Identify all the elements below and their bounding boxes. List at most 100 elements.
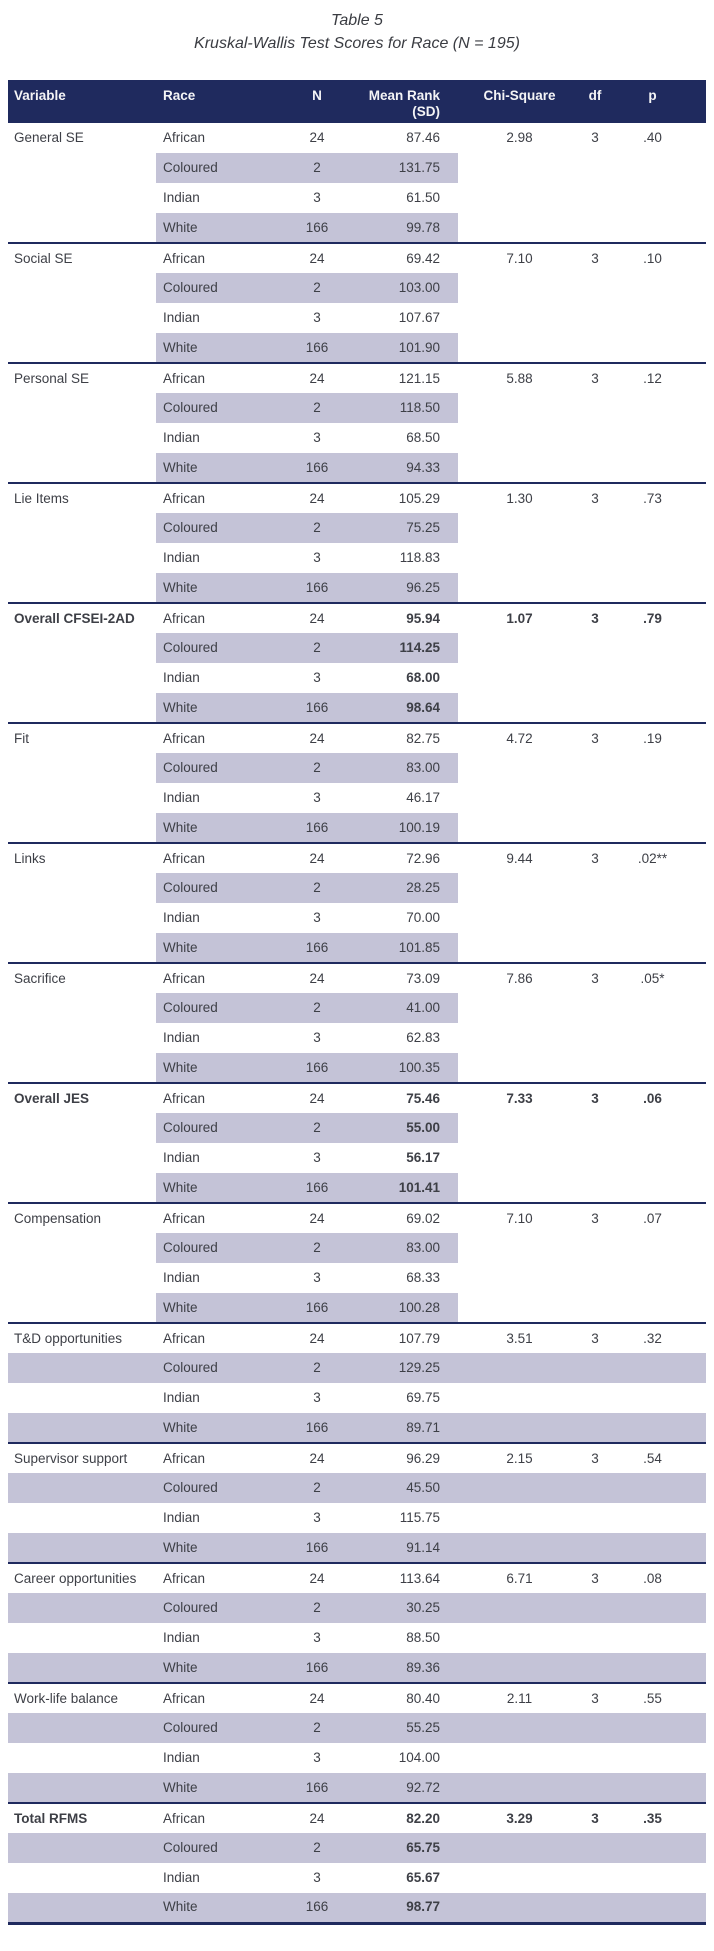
- variable-cell: [8, 1623, 156, 1653]
- variable-cell: [8, 783, 156, 813]
- race-cell: Indian: [163, 910, 200, 925]
- variable-cell: [8, 1023, 156, 1053]
- race-cell: Coloured: [156, 513, 266, 543]
- df-cell: 3: [591, 850, 599, 866]
- race-cell: African: [163, 850, 206, 866]
- df-cell: [567, 513, 623, 543]
- chi-square-cell: 7.86: [506, 970, 533, 986]
- race-cell: Indian: [163, 1030, 200, 1045]
- chi-square-cell: [458, 1113, 567, 1143]
- table-row: Coloured 2 65.75: [8, 1833, 706, 1863]
- df-cell: [567, 1863, 623, 1893]
- p-cell: [623, 543, 706, 573]
- mean-rank-cell: 107.67: [398, 310, 440, 325]
- race-cell: African: [163, 1450, 206, 1466]
- n-cell: 3: [313, 790, 321, 805]
- variable-cell: [8, 1143, 156, 1173]
- chi-square-cell: [458, 1533, 567, 1564]
- table-row: Indian 3 61.50: [8, 183, 706, 213]
- df-cell: [567, 1743, 623, 1773]
- df-cell: [567, 1503, 623, 1533]
- table-row: Supervisor support African 24 96.29 2.15 3 .54: [8, 1443, 706, 1473]
- race-cell: White: [156, 1293, 266, 1324]
- p-cell: [623, 1833, 706, 1863]
- mean-rank-cell: 55.00: [338, 1113, 458, 1143]
- race-cell: Coloured: [156, 1473, 266, 1503]
- variable-cell: Career opportunities: [14, 1570, 137, 1586]
- p-cell: .12: [643, 370, 662, 386]
- p-cell: [623, 1383, 706, 1413]
- chi-square-cell: [458, 1623, 567, 1653]
- table-caption: Kruskal-Wallis Test Scores for Race (N =…: [194, 35, 520, 52]
- n-cell: 2: [266, 393, 338, 423]
- table-row: Social SE African 24 69.42 7.10 3 .10: [8, 243, 706, 273]
- variable-cell: [8, 1863, 156, 1893]
- chi-square-cell: [458, 1233, 567, 1263]
- chi-square-cell: [458, 303, 567, 333]
- n-cell: 2: [266, 1233, 338, 1263]
- variable-cell: Fit: [14, 730, 29, 746]
- table-container: Variable Race N Mean Rank (SD) Chi-Squar…: [8, 80, 706, 1925]
- n-cell: 2: [266, 993, 338, 1023]
- table-row: Coloured 2 28.25: [8, 873, 706, 903]
- race-cell: African: [163, 1570, 206, 1586]
- n-cell: 166: [266, 453, 338, 484]
- chi-square-cell: [458, 1413, 567, 1444]
- mean-rank-cell: 56.17: [406, 1150, 440, 1165]
- variable-cell: [8, 813, 156, 844]
- mean-rank-cell: 105.29: [398, 490, 440, 506]
- df-cell: 3: [591, 610, 599, 626]
- race-cell: Coloured: [156, 753, 266, 783]
- table-header: Variable Race N Mean Rank (SD) Chi-Squar…: [8, 80, 706, 123]
- mean-rank-cell: 107.79: [398, 1330, 440, 1346]
- p-cell: [623, 1533, 706, 1564]
- variable-cell: Links: [14, 850, 46, 866]
- table-row: Lie Items African 24 105.29 1.30 3 .73: [8, 483, 706, 513]
- mean-rank-cell: 121.15: [398, 370, 440, 386]
- mean-rank-cell: 98.64: [338, 693, 458, 724]
- table-row: Coloured 2 83.00: [8, 1233, 706, 1263]
- variable-cell: [8, 1293, 156, 1324]
- column-header-n: N: [266, 80, 338, 123]
- mean-rank-cell: 96.29: [406, 1450, 440, 1466]
- n-cell: 3: [313, 1510, 321, 1525]
- race-cell: White: [156, 933, 266, 964]
- mean-rank-cell: 103.00: [338, 273, 458, 303]
- df-cell: [567, 423, 623, 453]
- chi-square-cell: [458, 1863, 567, 1893]
- chi-square-cell: [458, 393, 567, 423]
- df-cell: [567, 1833, 623, 1863]
- df-cell: [567, 663, 623, 693]
- chi-square-cell: 9.44: [506, 850, 533, 866]
- n-cell: 2: [266, 273, 338, 303]
- variable-cell: Work-life balance: [14, 1690, 119, 1706]
- n-cell: 24: [309, 1450, 325, 1466]
- p-cell: [623, 813, 706, 844]
- race-cell: White: [156, 453, 266, 484]
- mean-rank-cell: 75.46: [406, 1090, 440, 1106]
- variable-cell: General SE: [14, 130, 84, 145]
- race-cell: African: [163, 1810, 206, 1826]
- table-row: Coloured 2 83.00: [8, 753, 706, 783]
- column-header-variable: Variable: [8, 80, 156, 123]
- p-cell: [623, 1233, 706, 1263]
- df-cell: [567, 1263, 623, 1293]
- chi-square-cell: [458, 1893, 567, 1925]
- p-cell: [623, 753, 706, 783]
- chi-square-cell: [458, 753, 567, 783]
- mean-rank-cell: 101.41: [338, 1173, 458, 1204]
- table-row: Sacrifice African 24 73.09 7.86 3 .05*: [8, 963, 706, 993]
- df-cell: [567, 813, 623, 844]
- race-cell: White: [156, 813, 266, 844]
- table-row: White 166 96.25: [8, 573, 706, 604]
- variable-cell: [8, 693, 156, 724]
- n-cell: 24: [309, 610, 325, 626]
- n-cell: 3: [313, 1390, 321, 1405]
- race-cell: White: [156, 1413, 266, 1444]
- n-cell: 166: [266, 333, 338, 364]
- sd-label: (SD): [412, 104, 440, 119]
- table-row: General SE African 24 87.46 2.98 3 .40: [8, 123, 706, 153]
- p-cell: [623, 273, 706, 303]
- n-cell: 24: [309, 1330, 325, 1346]
- table-row: Overall CFSEI-2AD African 24 95.94 1.07 3 .79: [8, 603, 706, 633]
